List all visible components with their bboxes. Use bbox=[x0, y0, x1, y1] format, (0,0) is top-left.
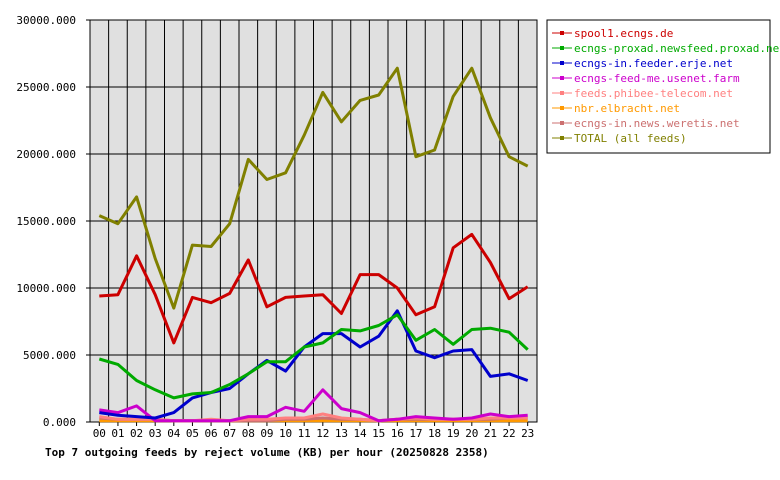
x-tick-label: 16 bbox=[391, 427, 404, 440]
legend-swatch-marker bbox=[560, 121, 564, 125]
x-tick-label: 03 bbox=[149, 427, 162, 440]
legend-swatch-marker bbox=[560, 31, 564, 35]
series-line bbox=[99, 309, 529, 420]
y-tick-label: 0.000 bbox=[43, 416, 76, 429]
x-tick-label: 18 bbox=[428, 427, 441, 440]
series-line bbox=[98, 66, 529, 310]
legend-label: nbr.elbracht.net bbox=[574, 102, 680, 115]
legend-swatch-marker bbox=[560, 76, 564, 80]
chart-title: Top 7 outgoing feeds by reject volume (K… bbox=[45, 446, 489, 459]
legend-swatch-marker bbox=[560, 106, 564, 110]
x-tick-label: 00 bbox=[93, 427, 106, 440]
series-line bbox=[98, 313, 529, 400]
y-tick-label: 20000.000 bbox=[16, 148, 76, 161]
legend-swatch-marker bbox=[560, 46, 564, 50]
x-tick-label: 22 bbox=[502, 427, 515, 440]
x-tick-label: 04 bbox=[167, 427, 181, 440]
legend-label: ecngs-feed-me.usenet.farm bbox=[574, 72, 740, 85]
legend-swatch-marker bbox=[560, 91, 564, 95]
x-tick-label: 19 bbox=[447, 427, 460, 440]
x-tick-label: 05 bbox=[186, 427, 199, 440]
x-tick-label: 10 bbox=[279, 427, 292, 440]
y-tick-label: 15000.000 bbox=[16, 215, 76, 228]
x-tick-label: 20 bbox=[465, 427, 478, 440]
legend-label: spool1.ecngs.de bbox=[574, 27, 673, 40]
x-tick-label: 11 bbox=[298, 427, 311, 440]
x-tick-label: 23 bbox=[521, 427, 534, 440]
y-tick-label: 30000.000 bbox=[16, 14, 76, 27]
legend-swatch-marker bbox=[560, 136, 564, 140]
legend-label: ecngs-proxad.newsfeed.proxad.net bbox=[574, 42, 780, 55]
legend-box bbox=[546, 19, 771, 154]
x-tick-label: 01 bbox=[111, 427, 124, 440]
x-tick-label: 02 bbox=[130, 427, 143, 440]
x-tick-label: 06 bbox=[204, 427, 217, 440]
legend-label: ecngs-in.news.weretis.net bbox=[574, 117, 740, 130]
legend-swatch-marker bbox=[560, 61, 564, 65]
x-tick-label: 17 bbox=[409, 427, 422, 440]
legend: spool1.ecngs.de ecngs-proxad.newsfeed.pro… bbox=[546, 19, 780, 154]
y-tick-label: 5000.000 bbox=[23, 349, 76, 362]
x-tick-label: 08 bbox=[242, 427, 255, 440]
y-axis-ticks: 0.000 5000.000 10000.000 15000.000 20000.000… bbox=[16, 14, 90, 429]
x-tick-label: 21 bbox=[484, 427, 497, 440]
legend-label: TOTAL (all feeds) bbox=[574, 132, 687, 145]
x-tick-label: 09 bbox=[260, 427, 273, 440]
series-lines bbox=[98, 66, 529, 423]
y-tick-label: 25000.000 bbox=[16, 81, 76, 94]
x-tick-label: 12 bbox=[316, 427, 329, 440]
legend-label: ecngs-in.feeder.erje.net bbox=[574, 57, 733, 70]
x-tick-label: 14 bbox=[353, 427, 367, 440]
series-line bbox=[99, 232, 529, 345]
series-line bbox=[99, 388, 528, 423]
x-tick-label: 15 bbox=[372, 427, 385, 440]
y-tick-label: 10000.000 bbox=[16, 282, 76, 295]
x-tick-label: 07 bbox=[223, 427, 236, 440]
legend-label: feeds.phibee-telecom.net bbox=[574, 87, 733, 100]
x-tick-label: 13 bbox=[335, 427, 348, 440]
x-axis-ticks: 00 01 02 03 04 05 06 07 08 09 10 11 12 13 14 15 16 17 18 19… bbox=[93, 422, 534, 440]
